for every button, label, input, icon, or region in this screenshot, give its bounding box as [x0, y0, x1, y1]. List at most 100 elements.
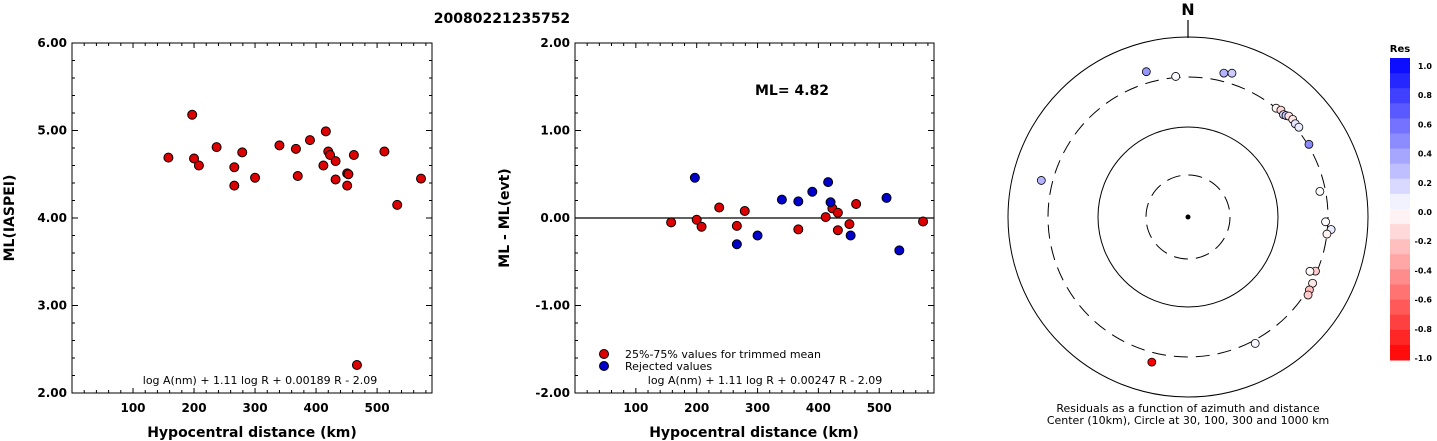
colorbar-labels: 1.0 0.8 0.6 0.4 0.2 0.0 -0.2 -0.4 -0.6 -0.8 -1.0	[1415, 62, 1433, 363]
ml-point	[229, 180, 240, 191]
colorbar-label: 1.0	[1418, 62, 1433, 71]
ml-point	[392, 199, 403, 210]
colorbar-cells	[1390, 58, 1410, 361]
rejected-residual-point	[807, 186, 818, 197]
ml-x-tick-label: 300	[243, 401, 268, 415]
residual-scatter-panel: 100 200 300 400 500 -2.00 -1.00 0.00 1.00 2.00 ML…	[497, 36, 935, 441]
colorbar-label: -1.0	[1415, 354, 1433, 363]
legend-label-rejected: Rejected values	[625, 360, 712, 373]
colorbar-cell	[1390, 314, 1410, 331]
colorbar-cell	[1390, 103, 1410, 119]
colorbar-cell	[1390, 224, 1410, 240]
azimuth-residual-point	[1141, 67, 1151, 77]
ml-x-axis-label: Hypocentral distance (km)	[147, 425, 357, 441]
rejected-residual-point	[881, 192, 892, 203]
colorbar-cell	[1390, 209, 1410, 225]
trimmed-residual-point	[820, 212, 831, 223]
colorbar-label: 0.8	[1418, 91, 1433, 100]
colorbar-cell	[1390, 133, 1410, 150]
colorbar-cell	[1390, 299, 1410, 316]
ml-point	[416, 173, 427, 184]
trimmed-residual-point	[832, 225, 843, 236]
ml-x-tick-label: 400	[304, 401, 329, 415]
residual-x-tick-label: 300	[745, 401, 770, 415]
distance-ring-1000km	[1007, 36, 1369, 398]
colorbar-label: 0.4	[1418, 150, 1433, 159]
colorbar-cell	[1390, 254, 1410, 270]
residual-y-tick-label: 1.00	[540, 124, 570, 138]
azimuth-residual-point	[1305, 266, 1315, 276]
event-magnitude-annotation: ML= 4.82	[755, 83, 829, 99]
distance-ring-300km	[1047, 76, 1329, 358]
azimuth-residual-point	[1219, 68, 1229, 78]
ml-point	[330, 156, 341, 167]
azimuth-caption-line2: Center (10km), Circle at 30, 100, 300 an…	[1047, 414, 1329, 427]
epicenter-dot	[1185, 214, 1191, 220]
ml-points	[163, 109, 427, 370]
trimmed-residual-point	[832, 207, 843, 218]
colorbar-label: 0.0	[1418, 208, 1433, 217]
colorbar-label: 0.6	[1418, 120, 1433, 129]
azimuth-residual-point	[1171, 72, 1181, 81]
ml-point	[193, 160, 204, 171]
ml-point	[379, 146, 390, 157]
ml-point	[325, 150, 336, 160]
trimmed-residual-point	[696, 221, 707, 232]
rejected-residual-point	[823, 177, 834, 188]
ml-point	[237, 147, 248, 158]
colorbar-cell	[1390, 118, 1410, 134]
azimuth-panel: N Residuals as a function of azimuth and…	[1007, 0, 1369, 427]
north-label: N	[1181, 0, 1194, 19]
ml-point	[250, 172, 261, 183]
azimuth-residual-point	[1227, 68, 1237, 78]
azimuth-residual-point	[1304, 139, 1314, 149]
ml-point	[320, 126, 331, 137]
ml-y-tick-label: 4.00	[37, 211, 67, 225]
colorbar-cell	[1390, 58, 1410, 74]
legend-label-trimmed: 25%-75% values for trimmed mean	[625, 348, 821, 361]
ml-y-tick-label: 5.00	[37, 124, 67, 138]
trimmed-residual-point	[793, 224, 804, 235]
distance-ring-100km	[1097, 126, 1279, 308]
ml-point	[318, 160, 329, 171]
colorbar-cell	[1390, 329, 1410, 346]
residual-x-tick-label: 500	[867, 401, 892, 415]
rejected-residual-point	[894, 245, 905, 256]
ml-y-tick-label: 6.00	[37, 36, 67, 50]
colorbar-label: -0.8	[1415, 325, 1433, 334]
ml-point	[330, 174, 341, 185]
ml-point	[342, 180, 353, 191]
azimuth-residual-point	[1315, 186, 1325, 196]
azimuth-residual-points	[1036, 67, 1336, 367]
colorbar-label: 0.2	[1418, 179, 1432, 188]
rejected-residual-point	[845, 230, 856, 241]
residual-legend: 25%-75% values for trimmed mean Rejected…	[599, 348, 821, 373]
colorbar-cell	[1390, 178, 1410, 195]
ml-y-axis-label: ML(IASPEI)	[2, 175, 18, 262]
ml-y-tick-label: 2.00	[37, 386, 67, 400]
rejected-residual-point	[689, 172, 700, 183]
residual-y-axis-label: ML - ML(evt)	[497, 168, 513, 267]
trimmed-residual-point	[844, 219, 855, 230]
trimmed-residual-point	[714, 202, 725, 213]
ml-point	[229, 162, 240, 173]
residual-y-tick-label: -2.00	[535, 386, 570, 400]
colorbar-title: Res	[1390, 44, 1410, 55]
distance-ring-30km	[1145, 174, 1231, 260]
ml-point	[351, 360, 362, 370]
page-title: 20080221235752	[434, 11, 570, 27]
colorbar-cell	[1390, 344, 1410, 361]
ml-point	[274, 140, 285, 151]
colorbar-cell	[1390, 269, 1410, 285]
residual-y-tick-label: 2.00	[540, 36, 570, 50]
ml-point	[304, 135, 315, 146]
colorbar-cell	[1390, 88, 1410, 104]
ml-x-tick-label: 200	[182, 401, 207, 415]
residual-x-axis-label: Hypocentral distance (km)	[649, 425, 859, 441]
colorbar-cell	[1390, 148, 1410, 165]
residual-formula: log A(nm) + 1.11 log R + 0.00247 R - 2.0…	[648, 374, 882, 387]
residual-colorbar: Res 1.0 0.8 0.6 0.4 0.2 0.0 -0.2 -0.4 -0.6 -0.8 -1…	[1390, 44, 1433, 363]
residual-points	[666, 172, 929, 256]
trimmed-residual-point	[691, 214, 702, 225]
